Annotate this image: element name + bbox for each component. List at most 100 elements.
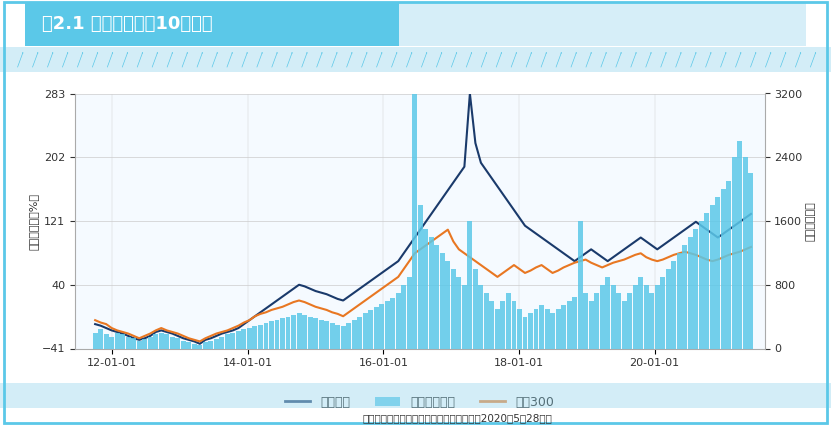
Y-axis label: 成交额（亿）: 成交额（亿） <box>805 201 815 241</box>
FancyArrowPatch shape <box>287 53 293 67</box>
FancyArrowPatch shape <box>541 53 547 67</box>
Bar <box>429 237 434 348</box>
Bar <box>280 318 285 348</box>
FancyArrowPatch shape <box>735 53 741 67</box>
Line: 沪深300: 沪深300 <box>95 230 751 341</box>
Bar <box>307 317 312 348</box>
Bar <box>374 307 379 348</box>
FancyArrowPatch shape <box>571 53 577 67</box>
Bar <box>649 293 654 348</box>
FancyBboxPatch shape <box>25 3 399 46</box>
Bar <box>120 334 125 348</box>
FancyArrowPatch shape <box>152 53 158 67</box>
Bar <box>401 285 406 348</box>
沪深300 <box>553 268 563 273</box>
FancyArrowPatch shape <box>556 53 562 67</box>
FancyArrowPatch shape <box>481 53 487 67</box>
FancyArrowPatch shape <box>616 53 622 67</box>
Bar <box>291 315 296 348</box>
创业板指 <box>90 322 100 327</box>
沪深300 <box>465 255 475 260</box>
Bar <box>605 277 610 348</box>
Bar <box>175 338 180 348</box>
Bar <box>104 334 109 348</box>
Bar <box>379 304 384 348</box>
Bar <box>423 229 428 348</box>
Bar <box>523 317 528 348</box>
FancyArrowPatch shape <box>795 53 801 67</box>
Bar <box>236 331 241 348</box>
Bar <box>153 334 158 348</box>
Bar <box>622 301 627 348</box>
Bar <box>617 293 621 348</box>
FancyArrowPatch shape <box>601 53 607 67</box>
FancyArrowPatch shape <box>646 53 652 67</box>
Bar <box>330 323 335 348</box>
FancyArrowPatch shape <box>496 53 502 67</box>
Bar <box>594 293 599 348</box>
Bar <box>671 261 676 348</box>
Bar <box>456 277 461 348</box>
FancyArrowPatch shape <box>227 53 233 67</box>
Bar <box>506 293 511 348</box>
Bar <box>225 334 230 348</box>
FancyArrowPatch shape <box>691 53 696 67</box>
FancyArrowPatch shape <box>720 53 726 67</box>
创业板指 <box>460 164 470 169</box>
Bar <box>391 298 396 348</box>
Bar <box>109 337 114 348</box>
Bar <box>115 332 120 348</box>
Bar <box>572 297 577 348</box>
Bar <box>677 253 681 348</box>
FancyArrowPatch shape <box>47 53 53 67</box>
FancyArrowPatch shape <box>406 53 412 67</box>
Bar <box>638 277 643 348</box>
Bar <box>335 325 340 348</box>
Bar <box>489 301 494 348</box>
Bar <box>627 293 632 348</box>
Bar <box>583 293 588 348</box>
FancyArrowPatch shape <box>167 53 173 67</box>
FancyArrowPatch shape <box>122 53 128 67</box>
Bar <box>362 314 367 348</box>
Bar <box>341 326 346 348</box>
Bar <box>666 269 671 348</box>
Bar <box>385 301 390 348</box>
Bar <box>556 309 561 348</box>
FancyArrowPatch shape <box>257 53 263 67</box>
FancyArrowPatch shape <box>765 53 771 67</box>
FancyBboxPatch shape <box>25 3 806 46</box>
Bar <box>699 221 704 348</box>
沪深300 <box>619 257 629 262</box>
FancyArrowPatch shape <box>92 53 98 67</box>
Bar <box>445 261 450 348</box>
FancyArrowPatch shape <box>750 53 756 67</box>
Bar <box>495 309 500 348</box>
Bar <box>600 285 605 348</box>
沪深300 <box>234 323 243 328</box>
Bar <box>534 309 538 348</box>
FancyArrowPatch shape <box>780 53 786 67</box>
Bar <box>500 301 505 348</box>
Bar <box>269 321 274 348</box>
Bar <box>242 329 247 348</box>
Bar <box>258 325 263 348</box>
Line: 创业板指: 创业板指 <box>95 94 751 344</box>
FancyArrowPatch shape <box>436 53 442 67</box>
Bar <box>749 173 754 348</box>
Bar <box>165 334 170 348</box>
FancyBboxPatch shape <box>0 382 831 408</box>
FancyArrowPatch shape <box>526 53 532 67</box>
沪深300 <box>443 227 453 232</box>
Bar <box>710 205 715 348</box>
Bar <box>418 205 423 348</box>
FancyArrowPatch shape <box>212 53 218 67</box>
Bar <box>435 245 440 348</box>
Bar <box>318 320 323 348</box>
Bar <box>203 342 208 348</box>
FancyArrowPatch shape <box>32 53 38 67</box>
Bar <box>484 293 489 348</box>
Bar <box>611 285 616 348</box>
创业板指 <box>619 247 629 252</box>
FancyArrowPatch shape <box>631 53 637 67</box>
